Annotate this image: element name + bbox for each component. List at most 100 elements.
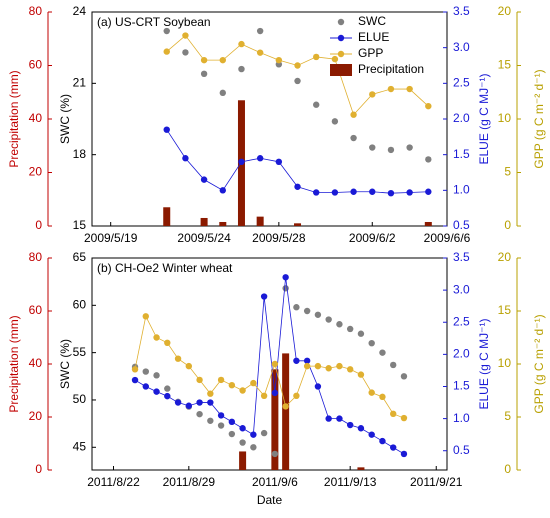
point <box>163 48 170 55</box>
point <box>406 144 413 151</box>
point <box>238 40 245 48</box>
y-tick-label: 2.0 <box>453 111 470 125</box>
point <box>228 382 236 389</box>
point <box>282 274 289 281</box>
point <box>196 399 203 406</box>
x-tick-label: 2009/6/2 <box>349 231 396 245</box>
point <box>185 362 193 370</box>
point <box>164 339 171 346</box>
y-tick-label: 60 <box>73 297 87 311</box>
point <box>325 316 332 323</box>
y-tick-label: 2.0 <box>453 347 470 361</box>
point <box>390 361 397 369</box>
point <box>336 321 343 328</box>
point <box>131 376 139 384</box>
y-tick-label: 0 <box>504 462 511 476</box>
y-tick-label: 1.0 <box>453 183 470 197</box>
point <box>387 189 395 197</box>
point <box>294 62 301 69</box>
y-tick-label: 5 <box>504 409 511 423</box>
y-tick-label: 55 <box>73 345 87 359</box>
x-tick-label: 2009/5/24 <box>177 231 231 245</box>
x-tick-label: 2009/5/28 <box>252 231 306 245</box>
point <box>275 158 283 165</box>
point <box>350 134 357 142</box>
legend-label: ELUE <box>358 30 389 44</box>
x-axis-label: Date <box>257 493 283 507</box>
point <box>331 55 339 63</box>
y-tick-label: 2.5 <box>453 314 470 328</box>
point <box>260 293 268 300</box>
point <box>256 27 264 35</box>
legend-swatch <box>330 64 352 76</box>
point <box>219 56 226 64</box>
point <box>400 450 408 458</box>
point <box>228 430 236 438</box>
point <box>239 387 246 394</box>
y-tick-label: 60 <box>29 303 43 317</box>
y-tick-label: 15 <box>498 303 512 317</box>
point <box>400 373 408 380</box>
point <box>357 330 365 337</box>
point <box>217 412 225 419</box>
point <box>271 450 279 458</box>
y-tick-label: 20 <box>498 4 512 18</box>
point <box>217 376 225 384</box>
point <box>207 390 214 397</box>
y-tick-label: 5 <box>504 165 511 179</box>
y-tick-label: 1.5 <box>453 379 470 393</box>
point <box>239 439 246 446</box>
point <box>164 392 171 400</box>
x-tick-label: 2011/8/22 <box>87 475 140 489</box>
point <box>293 357 300 364</box>
legend-label: SWC <box>358 14 386 28</box>
legend-swatch <box>337 50 345 58</box>
bar <box>163 207 171 226</box>
y-tick-label: 20 <box>29 409 43 423</box>
y-axis-label: Precipitation (mm) <box>7 315 21 412</box>
point <box>153 334 160 341</box>
point <box>406 189 413 196</box>
point <box>182 49 189 56</box>
point <box>368 339 375 347</box>
x-tick-label: 2011/9/13 <box>324 475 377 489</box>
x-tick-label: 2011/9/21 <box>410 475 463 489</box>
y-axis-label: Precipitation (mm) <box>7 70 21 167</box>
y-tick-label: 50 <box>73 392 87 406</box>
point <box>239 425 246 432</box>
point <box>369 188 376 195</box>
point <box>325 365 332 372</box>
point <box>153 372 160 379</box>
y-tick-label: 3.0 <box>453 282 470 296</box>
y-axis-label: SWC (%) <box>58 94 72 144</box>
y-tick-label: 20 <box>29 165 43 179</box>
y-tick-label: 10 <box>498 356 512 370</box>
y-tick-label: 24 <box>73 4 87 18</box>
point <box>200 176 208 183</box>
point <box>200 70 208 78</box>
bar <box>357 467 365 470</box>
point <box>379 393 386 401</box>
point <box>275 56 283 64</box>
point <box>350 188 357 195</box>
point <box>196 410 203 418</box>
y-tick-label: 15 <box>498 58 512 72</box>
point <box>369 144 376 151</box>
bar <box>200 217 208 226</box>
point <box>182 32 189 39</box>
point <box>163 126 170 133</box>
y-tick-label: 0 <box>35 218 42 232</box>
y-tick-label: 0 <box>35 462 42 476</box>
point <box>219 89 226 97</box>
point <box>282 403 289 410</box>
legend-swatch <box>337 18 345 26</box>
point <box>153 388 160 395</box>
bar <box>282 353 290 470</box>
point <box>228 418 236 426</box>
point <box>238 65 245 73</box>
y-tick-label: 2.5 <box>453 76 470 90</box>
point <box>293 304 300 311</box>
legend-label: Precipitation <box>358 62 424 76</box>
point <box>406 85 413 93</box>
